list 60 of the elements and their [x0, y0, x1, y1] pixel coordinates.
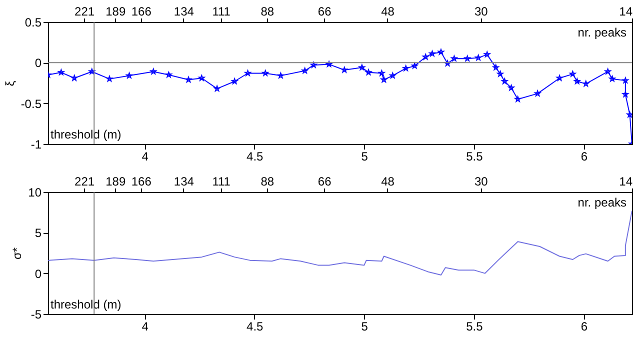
x2-tick-label: 14	[619, 4, 633, 18]
x2-tick-label: 134	[174, 174, 194, 188]
x2-axis-title: nr. peaks	[578, 26, 626, 40]
x2-tick-label: 134	[174, 4, 194, 18]
x2-tick-label: 66	[318, 4, 332, 18]
point	[484, 51, 490, 58]
x2-tick-label: 48	[381, 4, 395, 18]
y-tick-label: 10	[28, 186, 42, 200]
point	[185, 76, 192, 82]
x2-tick-label: 111	[212, 4, 231, 18]
x2-tick-label: 30	[474, 174, 488, 188]
x2-tick-label: 14	[619, 174, 633, 188]
x-axis-title: threshold (m)	[50, 128, 122, 142]
point	[622, 91, 629, 98]
x2-tick-label: 88	[260, 174, 274, 188]
x-tick-label: 4.5	[246, 320, 264, 334]
x-tick-label: 5.5	[466, 320, 484, 334]
x-tick-label: 6	[580, 150, 588, 164]
point	[556, 74, 563, 81]
point	[444, 60, 451, 66]
x-tick-label: 5	[361, 150, 368, 164]
x2-tick-label: 189	[106, 174, 126, 188]
x2-tick-label: 221	[74, 4, 95, 18]
x2-tick-label: 111	[212, 174, 231, 188]
x-tick-label: 4	[142, 320, 149, 334]
point	[106, 76, 113, 82]
point	[622, 77, 629, 84]
point	[365, 69, 372, 76]
x2-tick-label: 221	[74, 174, 95, 188]
y-axis-title: σ*	[10, 247, 24, 260]
y-tick-label: -1	[30, 138, 42, 152]
x2-tick-label: 48	[381, 174, 395, 188]
line-series	[48, 210, 632, 276]
x2-tick-label: 166	[131, 174, 152, 188]
x2-tick-label: 189	[106, 4, 126, 18]
x-tick-label: 5	[361, 320, 368, 334]
x-axis-title: threshold (m)	[50, 298, 122, 312]
x2-tick-label: 30	[474, 4, 488, 18]
y-tick-label: 0	[34, 266, 42, 281]
y-axis-title: ξ	[2, 80, 17, 86]
point	[214, 85, 220, 92]
x-tick-label: 6	[580, 320, 588, 334]
point	[534, 90, 541, 96]
point	[358, 64, 366, 70]
point	[438, 48, 444, 55]
x-tick-label: 4	[142, 150, 149, 164]
y-tick-label: 0.5	[24, 16, 42, 30]
x-tick-label: 5.5	[466, 150, 484, 164]
x2-tick-label: 166	[131, 4, 152, 18]
x2-axis-title: nr. peaks	[578, 196, 626, 210]
x2-tick-label: 88	[260, 4, 274, 18]
y-tick-label: 5	[34, 226, 42, 240]
y-tick-label: -5	[30, 308, 42, 322]
y-tick-label: -0.5	[20, 96, 42, 111]
point	[88, 68, 96, 74]
point	[380, 76, 388, 82]
point	[326, 61, 332, 68]
x-tick-label: 4.5	[246, 150, 264, 164]
x2-tick-label: 66	[318, 174, 332, 188]
y-tick-label: 0	[34, 56, 42, 70]
